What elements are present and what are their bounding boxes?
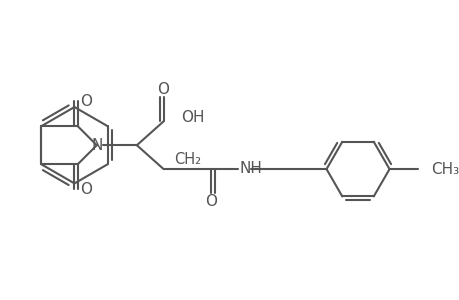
Text: O: O — [205, 194, 217, 209]
Text: O: O — [80, 94, 92, 109]
Text: CH₂: CH₂ — [174, 152, 201, 167]
Text: OH: OH — [180, 110, 204, 125]
Text: O: O — [157, 82, 169, 98]
Text: O: O — [80, 182, 92, 196]
Text: NH: NH — [240, 160, 262, 175]
Text: CH₃: CH₃ — [431, 162, 459, 177]
Text: N: N — [91, 138, 102, 153]
